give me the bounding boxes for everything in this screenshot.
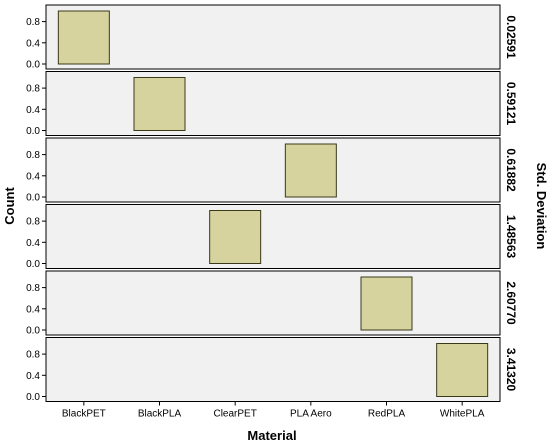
x-tick-labels: BlackPET BlackPLA ClearPET PLA Aero RedPLA Wh… <box>62 401 485 420</box>
panel-background <box>45 337 501 402</box>
bar <box>133 77 186 131</box>
y-tick-label: 0.0 <box>26 392 40 403</box>
x-tick-label: ClearPET <box>213 409 256 420</box>
y-tick-label: 0.0 <box>26 326 40 337</box>
bar <box>436 343 489 397</box>
y-tick-label: 0.0 <box>26 126 40 137</box>
y-tick-label: 0.8 <box>26 17 40 28</box>
facet-panel: 0.0 0.4 0.8 0.59121 <box>26 71 518 137</box>
facet-label: 0.59121 <box>504 82 518 126</box>
panel-background <box>45 4 501 70</box>
panel-background <box>45 71 501 136</box>
facet-label: 2.60770 <box>504 281 518 325</box>
bar <box>284 143 337 198</box>
facet-label: 1.48563 <box>504 215 518 259</box>
y-tick-label: 0.8 <box>26 217 40 228</box>
facet-panel: 0.0 0.4 0.8 2.60770 <box>26 270 518 337</box>
y-tick-label: 0.8 <box>26 283 40 294</box>
panel-background <box>45 270 501 336</box>
x-axis-label: Material <box>247 428 296 443</box>
y-tick-label: 0.8 <box>26 350 40 361</box>
facet-label: 3.41320 <box>504 348 518 392</box>
facet-label: 0.61882 <box>504 148 518 192</box>
x-tick-label: BlackPET <box>62 409 106 420</box>
facet-panel: 0.0 0.4 0.8 0.61882 <box>26 137 518 204</box>
y-tick-label: 0.4 <box>26 304 40 315</box>
x-tick-label: WhitePLA <box>440 409 485 420</box>
x-tick-label: RedPLA <box>368 409 406 420</box>
x-tick-label: PLA Aero <box>290 409 332 420</box>
y-tick-label: 0.4 <box>26 171 40 182</box>
facet-panel: 0.0 0.4 0.8 3.41320 <box>26 337 518 403</box>
bar <box>360 276 413 331</box>
bar <box>209 210 262 264</box>
y-tick-label: 0.0 <box>26 193 40 204</box>
y-tick-label: 0.8 <box>26 84 40 95</box>
y-axis-label: Count <box>2 187 17 225</box>
facet-panel: 0.0 0.4 0.8 0.02591 <box>26 4 518 71</box>
y-tick-label: 0.4 <box>26 371 40 382</box>
y-tick-label: 0.0 <box>26 60 40 71</box>
y-tick-label: 0.8 <box>26 150 40 161</box>
facet-panel: 0.0 0.4 0.8 1.48563 <box>26 204 518 270</box>
panel-background <box>45 137 501 203</box>
facet-label: 0.02591 <box>504 15 518 59</box>
y-tick-label: 0.4 <box>26 105 40 116</box>
y-tick-label: 0.4 <box>26 238 40 249</box>
y-tick-label: 0.0 <box>26 259 40 270</box>
bar <box>57 10 110 65</box>
y-tick-label: 0.4 <box>26 38 40 49</box>
facet-axis-label: Std. Deviation <box>534 163 549 250</box>
x-tick-label: BlackPLA <box>138 409 182 420</box>
panel-background <box>45 204 501 269</box>
